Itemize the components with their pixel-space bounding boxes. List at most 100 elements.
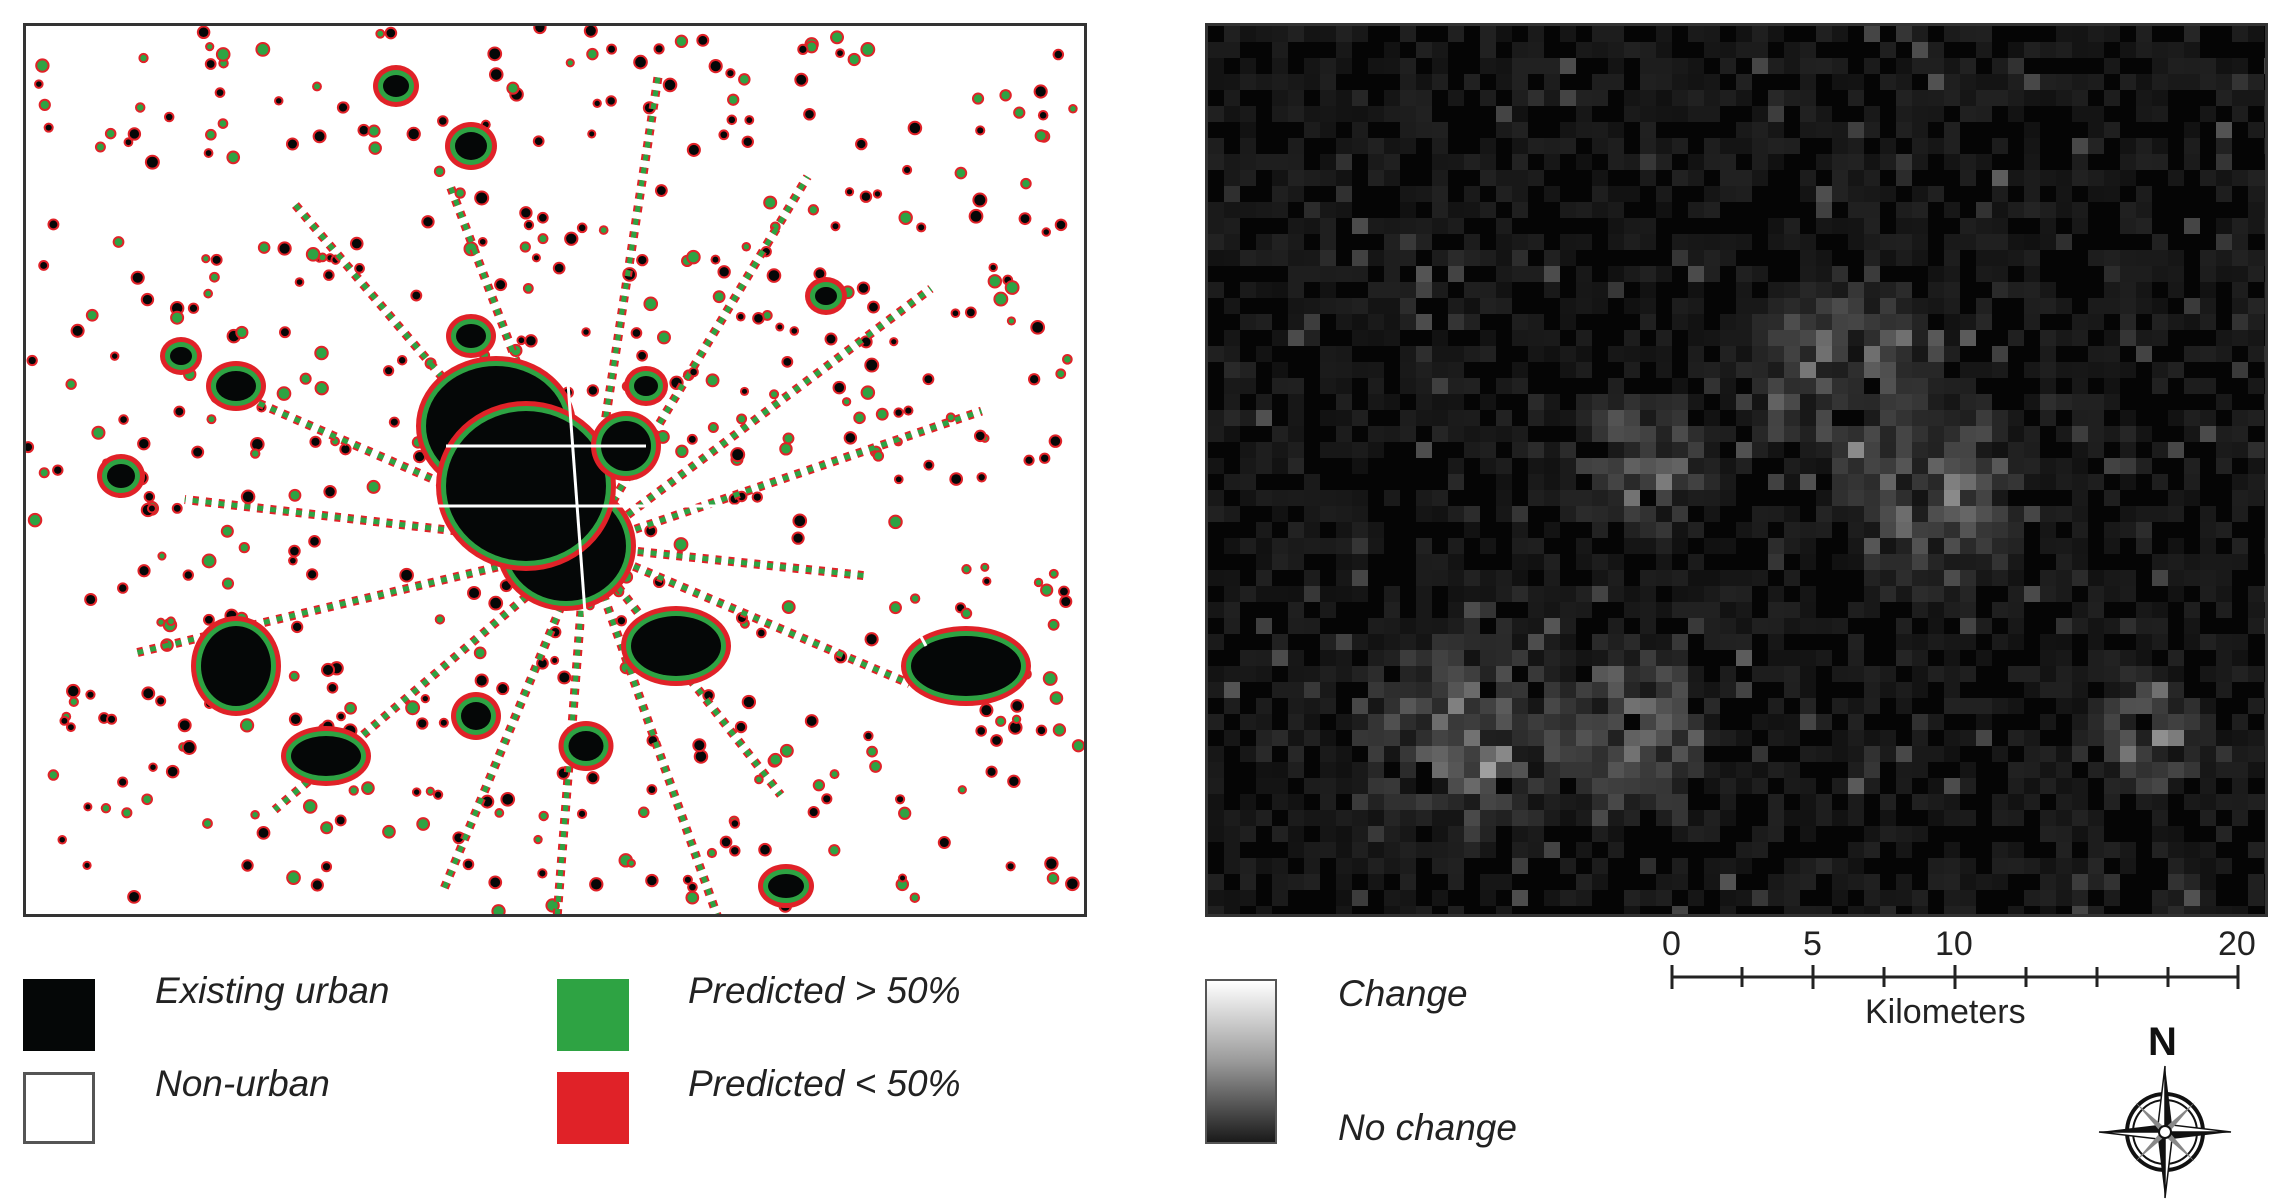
change-cell (1752, 138, 1768, 154)
change-cell (1288, 554, 1304, 570)
change-cell (2184, 762, 2200, 778)
change-cell (1928, 90, 1944, 106)
change-cell (1560, 506, 1576, 522)
change-cell (1448, 250, 1464, 266)
change-cell (1720, 90, 1736, 106)
change-cell (1448, 218, 1464, 234)
change-cell (1448, 266, 1464, 282)
change-cell (1720, 250, 1736, 266)
change-cell (1656, 106, 1672, 122)
change-cell (1480, 666, 1496, 682)
change-cell (1592, 186, 1608, 202)
change-cell (1496, 666, 1512, 682)
change-cell (1528, 474, 1544, 490)
change-cell (1304, 250, 1320, 266)
change-cell (1912, 58, 1928, 74)
change-cell (1784, 314, 1800, 330)
change-cell (2104, 714, 2120, 730)
settlement-dot (217, 49, 229, 60)
change-cell (1848, 858, 1864, 874)
change-cell (1704, 778, 1720, 794)
change-cell (1960, 90, 1976, 106)
settlement-dot (207, 44, 213, 50)
change-cell (1416, 538, 1432, 554)
settlement-dot (628, 860, 634, 866)
change-cell (1320, 346, 1336, 362)
change-cell (1816, 58, 1832, 74)
settlement-dot (350, 787, 357, 794)
settlement-dot (1035, 579, 1042, 586)
change-cell (1592, 506, 1608, 522)
change-cell (1848, 346, 1864, 362)
change-cell (1624, 762, 1640, 778)
change-cell (1512, 842, 1528, 858)
change-cell (1208, 250, 1224, 266)
change-cell (1784, 394, 1800, 410)
change-cell (1592, 794, 1608, 810)
change-cell (1320, 730, 1336, 746)
change-cell (1544, 58, 1560, 74)
change-cell (2040, 410, 2056, 426)
change-cell (1320, 842, 1336, 858)
change-cell (1608, 554, 1624, 570)
settlement-dot (436, 616, 444, 623)
settlement-dot (646, 526, 656, 536)
change-cell (2168, 506, 2184, 522)
change-cell (2200, 810, 2216, 826)
change-cell (1384, 746, 1400, 762)
change-cell (1528, 618, 1544, 634)
change-cell (2152, 810, 2168, 826)
change-cell (2008, 74, 2024, 90)
change-cell (1944, 250, 1960, 266)
change-cell (2024, 362, 2040, 378)
change-cell (1480, 714, 1496, 730)
change-cell (2248, 442, 2264, 458)
change-cell (1992, 234, 2008, 250)
change-cell (1704, 362, 1720, 378)
change-cell (2200, 410, 2216, 426)
change-cell (1720, 858, 1736, 874)
settlement-dot (805, 109, 814, 119)
change-cell (1464, 682, 1480, 698)
settlement-dot (966, 308, 975, 317)
change-cell (1592, 730, 1608, 746)
settlement-dot (675, 539, 687, 550)
change-cell (1528, 554, 1544, 570)
change-cell (1640, 314, 1656, 330)
change-cell (2216, 650, 2232, 666)
change-cell (2248, 490, 2264, 506)
change-cell (2264, 618, 2265, 634)
change-cell (1576, 650, 1592, 666)
change-cell (1672, 698, 1688, 714)
change-cell (2216, 522, 2232, 538)
settlement-dot (832, 223, 839, 230)
change-cell (1320, 506, 1336, 522)
settlement-dot (1056, 220, 1066, 230)
change-cell (1864, 570, 1880, 586)
change-cell (1848, 538, 1864, 554)
change-cell (1704, 106, 1720, 122)
change-cell (1240, 586, 1256, 602)
change-cell (1944, 266, 1960, 282)
change-cell (1928, 442, 1944, 458)
change-cell (1432, 698, 1448, 714)
change-cell (1864, 266, 1880, 282)
change-cell (1304, 698, 1320, 714)
change-cell (1976, 874, 1992, 890)
change-cell (1304, 714, 1320, 730)
change-cell (2040, 634, 2056, 650)
settlement-dot (732, 449, 744, 461)
change-cell (1288, 682, 1304, 698)
change-cell (1320, 698, 1336, 714)
change-cell (2008, 842, 2024, 858)
change-cell (1736, 634, 1752, 650)
change-cell (1672, 58, 1688, 74)
change-cell (1336, 746, 1352, 762)
change-cell (1400, 234, 1416, 250)
settlement-dot (770, 754, 781, 765)
change-cell (1912, 394, 1928, 410)
change-cell (2264, 202, 2265, 218)
change-cell (2008, 58, 2024, 74)
settlement-dot (897, 796, 904, 803)
change-cell (2024, 122, 2040, 138)
